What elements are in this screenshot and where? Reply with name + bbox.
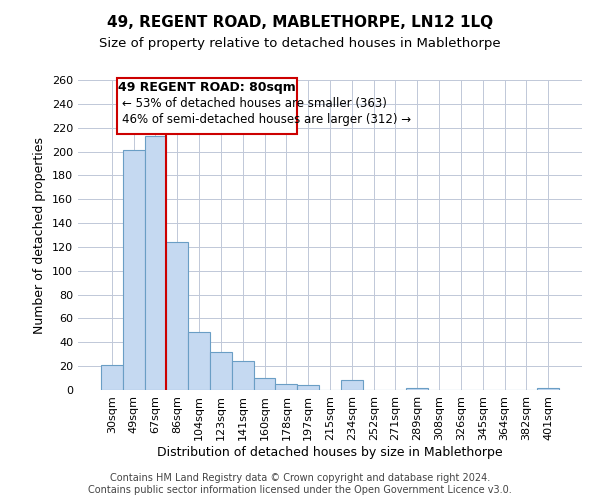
Bar [254,378,275,390]
Text: Contains HM Land Registry data © Crown copyright and database right 2024.
Contai: Contains HM Land Registry data © Crown c… [88,474,512,495]
Bar [297,385,319,390]
Bar [210,352,232,390]
Text: 49 REGENT ROAD: 80sqm: 49 REGENT ROAD: 80sqm [118,81,296,94]
Bar [406,388,428,390]
Bar [101,365,123,390]
Bar [232,362,254,390]
Text: ← 53% of detached houses are smaller (363): ← 53% of detached houses are smaller (36… [122,96,386,110]
Bar [341,380,363,390]
Bar [537,388,559,390]
Bar [188,332,210,390]
Bar [145,136,166,390]
X-axis label: Distribution of detached houses by size in Mablethorpe: Distribution of detached houses by size … [157,446,503,458]
Y-axis label: Number of detached properties: Number of detached properties [34,136,46,334]
Text: Size of property relative to detached houses in Mablethorpe: Size of property relative to detached ho… [99,38,501,51]
Bar [275,384,297,390]
Text: 46% of semi-detached houses are larger (312) →: 46% of semi-detached houses are larger (… [122,114,411,126]
Bar [123,150,145,390]
Bar [166,242,188,390]
Bar [117,78,297,134]
Text: 49, REGENT ROAD, MABLETHORPE, LN12 1LQ: 49, REGENT ROAD, MABLETHORPE, LN12 1LQ [107,15,493,30]
